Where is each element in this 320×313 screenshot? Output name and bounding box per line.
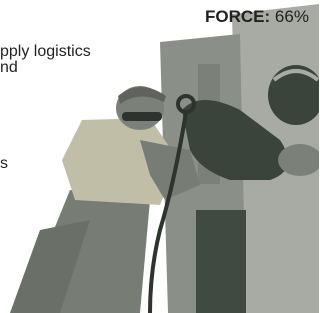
header-label: FORCE:	[205, 7, 270, 26]
body-line: pply logistics	[0, 44, 91, 60]
header: FORCE: 66%	[205, 9, 309, 25]
body-line: s	[0, 156, 8, 172]
header-value: 66%	[275, 7, 309, 26]
page: FORCE: 66% pply logistics nd s (() => { …	[0, 0, 319, 313]
body-line: nd	[0, 60, 18, 76]
worker-goggles	[122, 112, 162, 121]
panel-dark	[196, 210, 246, 313]
